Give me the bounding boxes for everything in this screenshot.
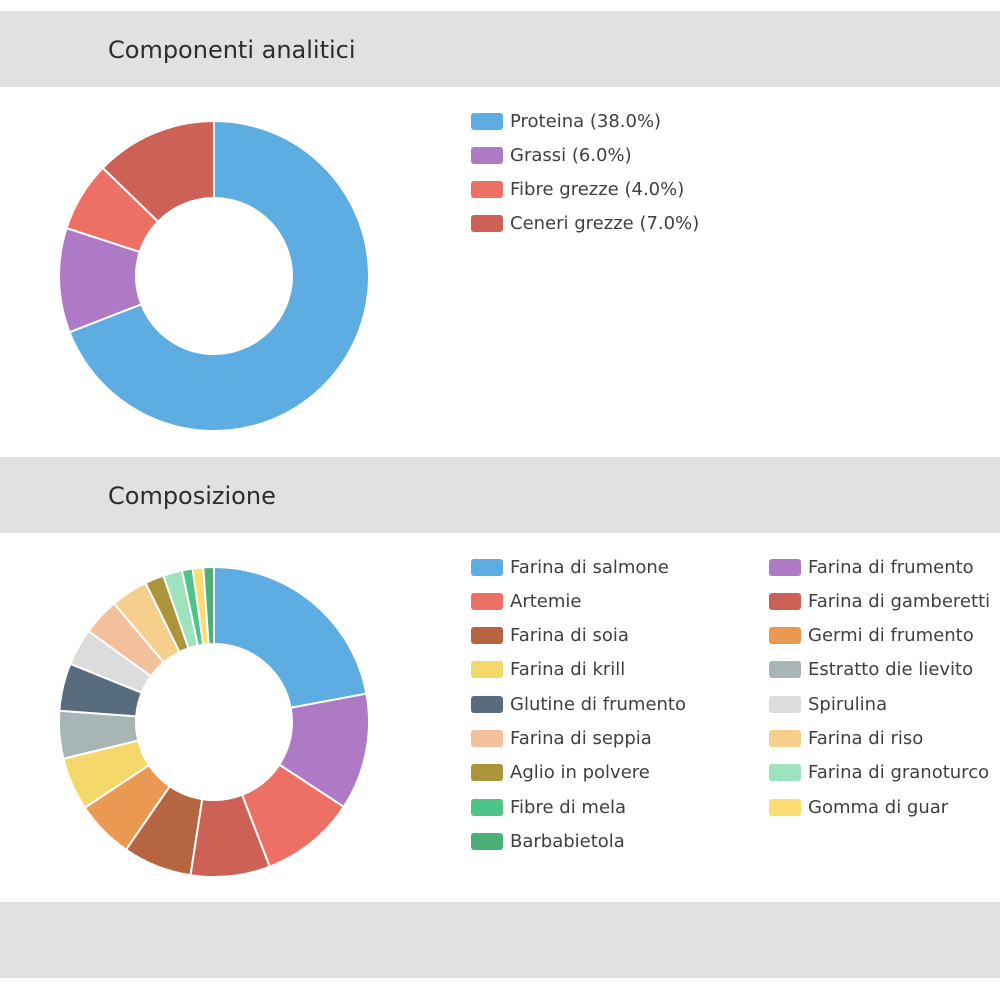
legend-label: Farina di krill xyxy=(510,659,626,681)
legend-swatch xyxy=(471,146,503,164)
legend-swatch xyxy=(471,764,503,782)
legend-label: Ceneri grezze (7.0%) xyxy=(510,213,700,235)
legend-item-fibre-di-mela[interactable]: Fibre di mela xyxy=(471,795,626,819)
legend-swatch xyxy=(769,661,801,679)
legend-swatch xyxy=(471,832,503,850)
legend-swatch xyxy=(471,627,503,645)
legend-swatch xyxy=(471,558,503,576)
legend-label: Germi di frumento xyxy=(808,625,974,647)
legend-swatch xyxy=(769,592,801,610)
legend-swatch xyxy=(471,695,503,713)
legend-item-farina-di-salmone[interactable]: Farina di salmone xyxy=(471,555,669,579)
section-title: Composizione xyxy=(108,482,276,510)
legend-swatch xyxy=(471,181,503,199)
section-header-analytical: Componenti analitici xyxy=(0,11,1000,87)
legend-label: Gomma di guar xyxy=(808,796,949,818)
legend-item-proteina-38-0[interactable]: Proteina (38.0%) xyxy=(471,109,661,133)
legend-label: Fibre grezze (4.0%) xyxy=(510,179,685,201)
legend-swatch xyxy=(769,695,801,713)
legend-item-farina-di-seppia[interactable]: Farina di seppia xyxy=(471,727,652,751)
legend-label: Farina di granoturco xyxy=(808,762,990,784)
legend-label: Aglio in polvere xyxy=(510,762,650,784)
slice-barbabietola[interactable] xyxy=(202,565,215,646)
slice-proteina-38-0[interactable] xyxy=(68,119,370,432)
legend-swatch xyxy=(769,627,801,645)
legend-label: Farina di gamberetti xyxy=(808,590,991,612)
legend-item-farina-di-soia[interactable]: Farina di soia xyxy=(471,624,629,648)
composition-donut-chart xyxy=(58,565,370,878)
slice-farina-di-salmone[interactable] xyxy=(213,565,368,709)
legend-label: Spirulina xyxy=(808,693,888,715)
legend-label: Farina di salmone xyxy=(510,556,669,578)
legend-item-germi-di-frumento[interactable]: Germi di frumento xyxy=(769,624,974,648)
legend-label: Farina di seppia xyxy=(510,728,652,749)
legend-item-estratto-die-lievito[interactable]: Estratto die lievito xyxy=(769,658,973,682)
legend-item-spirulina[interactable]: Spirulina xyxy=(769,692,887,716)
legend-label: Glutine di frumento xyxy=(510,693,687,715)
legend-swatch xyxy=(769,558,801,576)
legend-item-farina-di-granoturco[interactable]: Farina di granoturco xyxy=(769,761,989,785)
legend-label: Farina di frumento xyxy=(808,556,974,578)
legend-label: Proteina (38.0%) xyxy=(510,110,662,132)
legend-swatch xyxy=(769,764,801,782)
legend-item-farina-di-gamberetti[interactable]: Farina di gamberetti xyxy=(769,589,990,613)
legend-item-gomma-di-guar[interactable]: Gomma di guar xyxy=(769,795,948,819)
legend-item-farina-di-frumento[interactable]: Farina di frumento xyxy=(769,555,974,579)
section-title: Componenti analitici xyxy=(108,36,356,64)
legend-item-artemie[interactable]: Artemie xyxy=(471,589,581,613)
legend-swatch xyxy=(471,112,503,130)
legend-label: Estratto die lievito xyxy=(808,659,974,681)
analytical-donut-chart xyxy=(58,119,370,432)
legend-label: Grassi (6.0%) xyxy=(510,144,632,166)
legend-label: Farina di soia xyxy=(510,625,629,647)
legend-swatch xyxy=(471,592,503,610)
legend-swatch xyxy=(471,215,503,233)
legend-item-grassi-6-0[interactable]: Grassi (6.0%) xyxy=(471,143,632,167)
legend-label: Artemie xyxy=(510,590,582,612)
legend-swatch xyxy=(471,798,503,816)
legend-swatch xyxy=(769,798,801,816)
legend-label: Barbabietola xyxy=(510,830,625,852)
legend-item-glutine-di-frumento[interactable]: Glutine di frumento xyxy=(471,692,686,716)
legend-label: Farina di riso xyxy=(808,728,924,749)
legend-swatch xyxy=(471,661,503,679)
legend-item-aglio-in-polvere[interactable]: Aglio in polvere xyxy=(471,761,650,785)
legend-item-farina-di-krill[interactable]: Farina di krill xyxy=(471,658,625,682)
slice-ceneri-grezze-7-0[interactable] xyxy=(101,119,215,224)
legend-item-barbabietola[interactable]: Barbabietola xyxy=(471,829,625,853)
legend-item-farina-di-riso[interactable]: Farina di riso xyxy=(769,727,923,751)
legend-label: Fibre di mela xyxy=(510,796,627,818)
section-header-composition: Composizione xyxy=(0,457,1000,533)
legend-swatch xyxy=(769,730,801,747)
legend-item-ceneri-grezze-7-0[interactable]: Ceneri grezze (7.0%) xyxy=(471,212,699,236)
legend-item-fibre-grezze-4-0[interactable]: Fibre grezze (4.0%) xyxy=(471,178,684,202)
legend-swatch xyxy=(471,730,503,747)
footer-band xyxy=(0,902,1000,978)
